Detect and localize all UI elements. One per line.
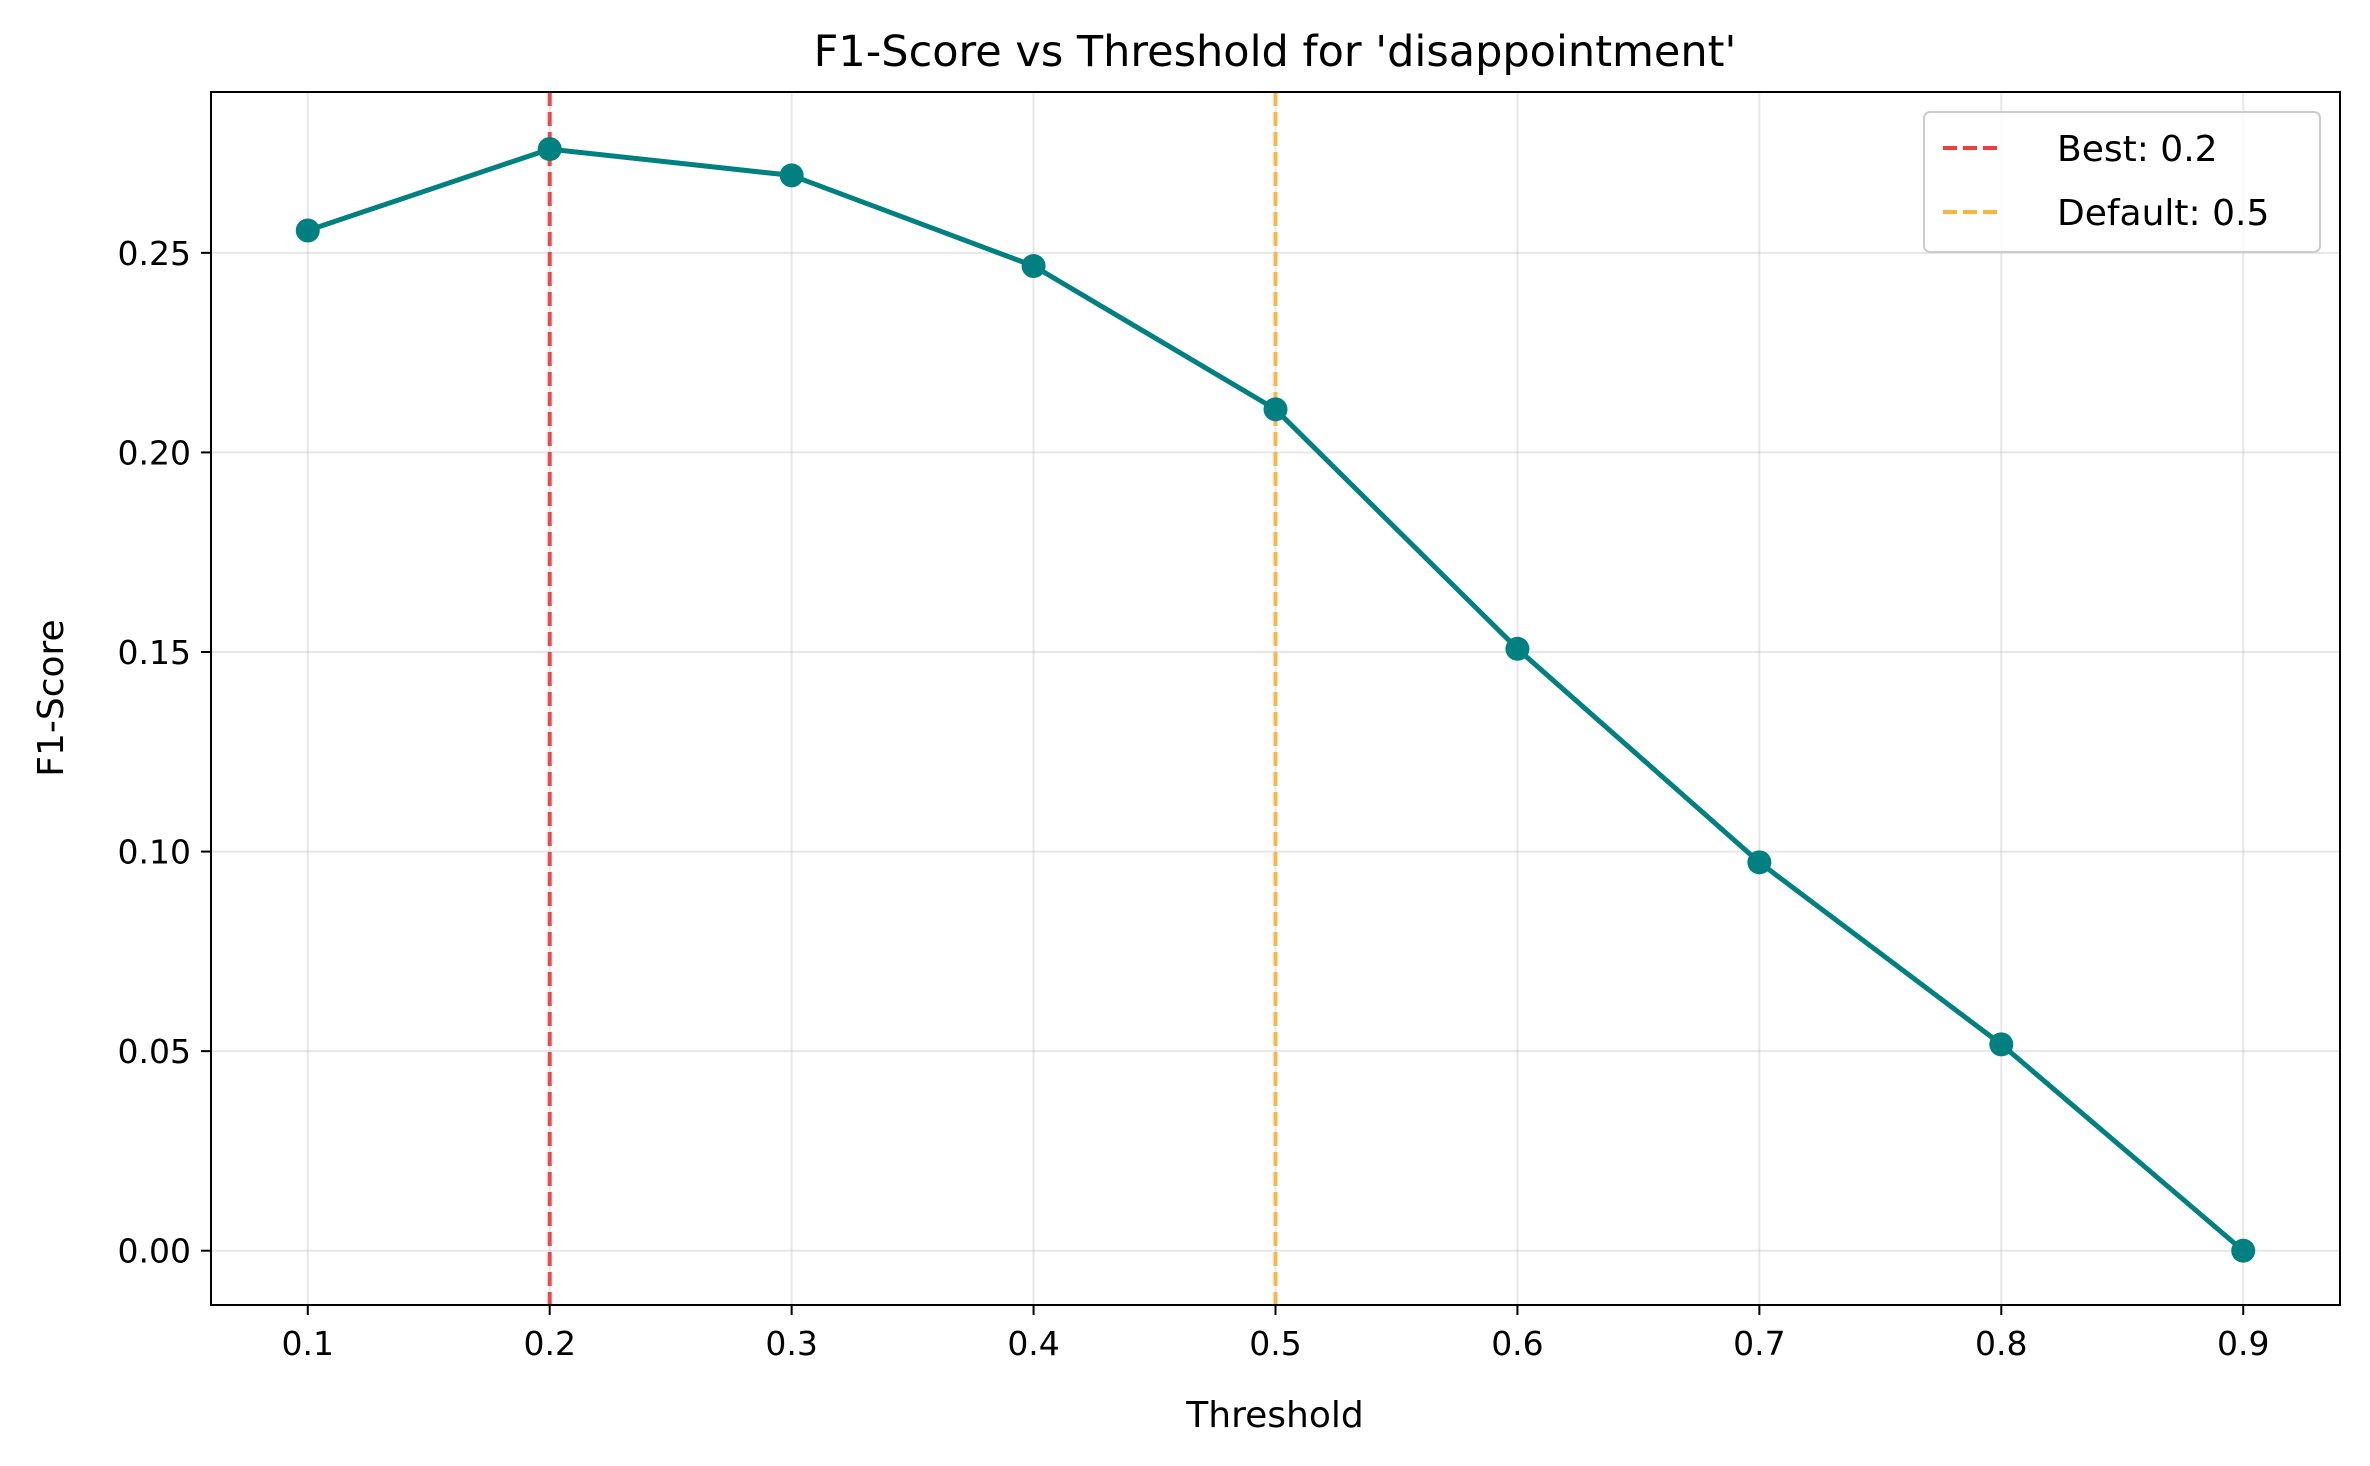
- legend-default-label: Default: 0.5: [2057, 193, 2269, 234]
- x-tick-label: 0.3: [765, 1324, 817, 1363]
- y-tick-label: 0.05: [118, 1032, 191, 1071]
- y-tick-label: 0.25: [118, 234, 191, 273]
- data-point: [1021, 254, 1046, 279]
- series-layer: [295, 137, 2256, 1263]
- x-tick-label: 0.7: [1733, 1324, 1785, 1363]
- x-tick-label: 0.2: [523, 1324, 575, 1363]
- y-axis-label: F1-Score: [31, 619, 72, 776]
- data-point: [1263, 397, 1288, 422]
- chart-title: F1-Score vs Threshold for 'disappointmen…: [814, 27, 1737, 77]
- x-tick-label: 0.8: [1975, 1324, 2027, 1363]
- y-tick-label: 0.15: [118, 633, 191, 672]
- reference-lines: [547, 92, 1278, 1305]
- x-tick-label: 0.1: [282, 1324, 334, 1363]
- data-point: [537, 137, 562, 162]
- data-point: [2231, 1238, 2256, 1263]
- legend-box: [1923, 111, 2321, 253]
- y-tick-label: 0.00: [118, 1232, 191, 1271]
- data-point: [779, 163, 804, 188]
- x-axis-label: Threshold: [1185, 1395, 1363, 1436]
- legend: Best: 0.2 Default: 0.5: [1923, 111, 2321, 253]
- y-tick-label: 0.20: [118, 433, 191, 472]
- data-point: [1989, 1032, 2014, 1057]
- x-tick-label: 0.4: [1007, 1324, 1059, 1363]
- data-point: [1747, 850, 1772, 875]
- y-tick-label: 0.10: [118, 833, 191, 872]
- x-tick-label: 0.6: [1491, 1324, 1543, 1363]
- y-axis-ticks: 0.00 0.05 0.10 0.15 0.20 0.25: [118, 234, 211, 1271]
- x-tick-label: 0.5: [1249, 1324, 1301, 1363]
- x-axis-ticks: 0.1 0.2 0.3 0.4 0.5 0.6 0.7 0.8 0.9: [282, 1305, 2269, 1363]
- data-point: [295, 218, 320, 243]
- legend-best-label: Best: 0.2: [2057, 129, 2218, 170]
- data-point: [1505, 636, 1530, 661]
- x-tick-label: 0.9: [2217, 1324, 2269, 1363]
